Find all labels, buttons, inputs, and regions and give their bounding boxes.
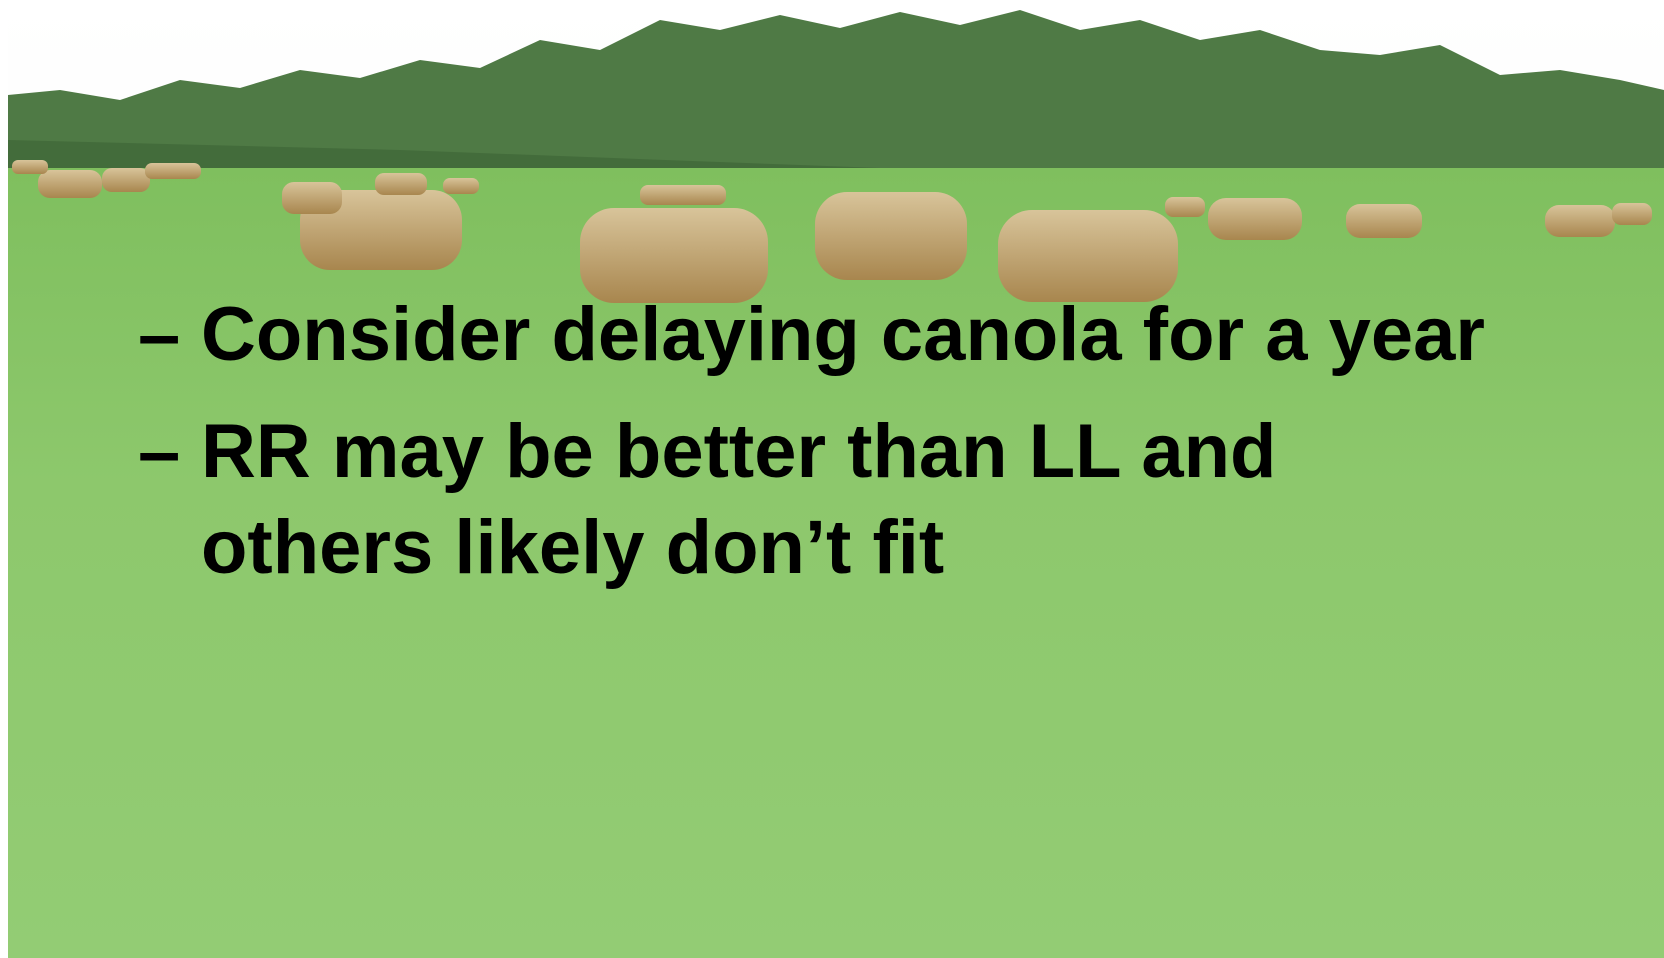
bullet-text: others likely don’t fit bbox=[201, 505, 945, 590]
grass-field bbox=[8, 168, 1664, 958]
bullet-marker: – bbox=[138, 292, 181, 377]
bullet-text: Consider delaying canola for a year bbox=[201, 292, 1485, 377]
hay-bales bbox=[12, 160, 1652, 303]
bullet-marker: – bbox=[138, 409, 181, 494]
bullet-text: RR may be better than LL and bbox=[201, 409, 1277, 494]
